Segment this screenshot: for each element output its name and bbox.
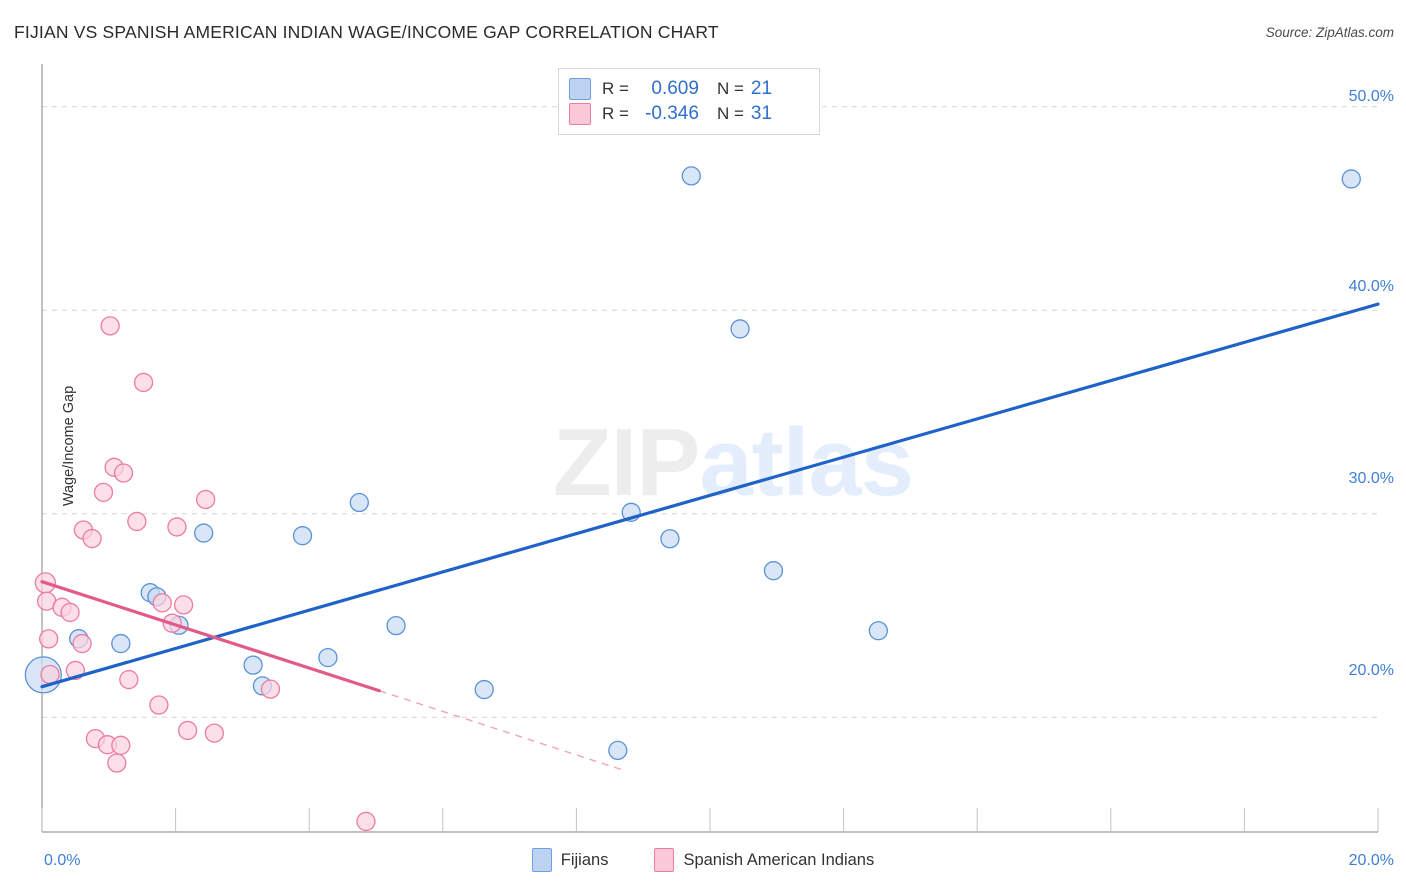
data-point: [39, 629, 59, 649]
trendline-spanish-american-indians: [40, 580, 381, 693]
data-point: [177, 720, 198, 741]
data-point: [149, 695, 169, 715]
data-point: [204, 723, 224, 743]
data-point: [349, 492, 369, 513]
data-point: [608, 740, 628, 761]
data-point: [292, 526, 313, 546]
page-title: FIJIAN VS SPANISH AMERICAN INDIAN WAGE/I…: [14, 22, 719, 42]
stats-row-fijians: R = 0.609 N = 21: [569, 76, 809, 101]
data-point: [111, 633, 131, 654]
n-value-fijians: 21: [750, 77, 773, 99]
data-point: [681, 166, 701, 186]
y-tick-label-20: 20.0%: [1348, 662, 1394, 679]
data-point: [127, 511, 147, 532]
n-value-spanish-american-indians: 31: [750, 102, 773, 124]
trendline-fijians: [40, 302, 1380, 689]
y-tick-label-40: 40.0%: [1348, 278, 1394, 295]
data-point: [260, 679, 281, 699]
y-tick-label-30: 30.0%: [1348, 470, 1394, 487]
data-point: [386, 615, 406, 636]
data-point: [133, 372, 154, 393]
legend-item-spanish-american-indians[interactable]: Spanish American Indians: [654, 848, 874, 872]
legend-color-fijians: [531, 848, 552, 872]
data-point: [167, 517, 187, 537]
data-point: [113, 463, 134, 483]
data-point: [194, 523, 214, 543]
data-point: [196, 489, 216, 510]
data-point: [152, 593, 172, 613]
legend-item-fijians[interactable]: Fijians: [531, 848, 609, 872]
x-tick-label-min: 0.0%: [44, 852, 81, 869]
legend-text-fijians: Fijians: [560, 850, 609, 869]
data-point: [40, 664, 60, 685]
trendline-extension-spanish-american-indians: [379, 690, 624, 771]
data-point: [243, 655, 263, 675]
data-point: [111, 735, 131, 755]
r-value-fijians: 0.609: [651, 77, 699, 99]
n-label-fijians: N =: [716, 78, 744, 98]
n-label-spanish-american-indians: N =: [716, 103, 744, 123]
correlation-stats-legend: R = 0.609 N = 21 R = -0.346 N = 31: [558, 68, 820, 135]
legend-text-spanish-american-indians: Spanish American Indians: [683, 850, 875, 869]
stats-row-spanish-american-indians: R = -0.346 N = 31: [569, 101, 809, 126]
data-point: [763, 561, 784, 581]
data-point: [1341, 169, 1361, 189]
points-spanish-american-indians: [34, 316, 376, 832]
data-point: [868, 621, 888, 641]
data-point: [318, 647, 338, 668]
data-point: [730, 319, 750, 339]
legend-color-spanish-american-indians: [654, 848, 675, 872]
data-point: [60, 602, 80, 623]
r-label-fijians: R =: [602, 78, 629, 98]
data-point: [474, 679, 494, 700]
points-fijians: [24, 166, 1361, 761]
data-point: [100, 316, 120, 336]
data-point: [173, 595, 194, 615]
data-point: [107, 753, 127, 773]
y-tick-label-50: 50.0%: [1348, 88, 1394, 105]
legend-swatch-spanish-american-indians: [569, 102, 591, 125]
r-value-spanish-american-indians: -0.346: [645, 102, 699, 124]
source-attribution: Source: ZipAtlas.com: [1265, 25, 1394, 40]
r-label-spanish-american-indians: R =: [602, 103, 629, 123]
x-tick-label-max: 20.0%: [1348, 852, 1394, 869]
data-point: [72, 633, 92, 654]
data-point: [356, 811, 376, 832]
series-legend: Fijians Spanish American Indians: [0, 848, 1406, 872]
data-point: [660, 529, 680, 549]
data-point: [82, 528, 102, 549]
data-point: [93, 482, 114, 503]
data-point: [119, 669, 139, 690]
legend-swatch-fijians: [569, 77, 591, 100]
